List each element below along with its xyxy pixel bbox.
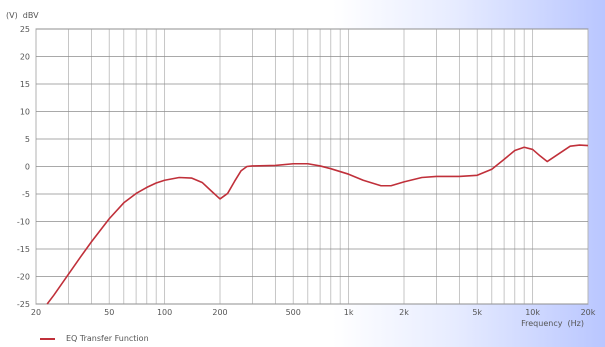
y-tick-label: 20 [20, 53, 30, 62]
series-line-eq-transfer-function [46, 144, 589, 305]
x-axis-label: Frequency (Hz) [521, 319, 584, 328]
x-tick-label: 20k [581, 308, 596, 317]
y-tick-label: -10 [17, 218, 30, 227]
x-tick-label: 1k [344, 308, 354, 317]
y-tick-label: 0 [25, 163, 30, 172]
x-tick-label: 200 [212, 308, 227, 317]
y-tick-label: -20 [17, 273, 30, 282]
legend-label: EQ Transfer Function [66, 334, 149, 343]
y-tick-label: 15 [20, 80, 30, 89]
x-tick-label: 5k [472, 308, 482, 317]
y-tick-label: 25 [20, 25, 30, 34]
y-tick-label: -15 [17, 245, 30, 254]
x-tick-label: 500 [286, 308, 301, 317]
x-tick-label: 50 [104, 308, 114, 317]
x-tick-label: 2k [399, 308, 409, 317]
y-tick-label: -25 [17, 300, 30, 309]
x-tick-label: 20 [31, 308, 41, 317]
y-tick-label: 10 [20, 108, 30, 117]
y-tick-label: 5 [25, 135, 30, 144]
x-tick-label: 10k [525, 308, 540, 317]
grid-layer [35, 28, 589, 305]
x-tick-label: 100 [157, 308, 172, 317]
series-layer [46, 144, 589, 305]
y-unit-label: (V) dBV [6, 11, 39, 20]
y-tick-label: -5 [22, 190, 30, 199]
